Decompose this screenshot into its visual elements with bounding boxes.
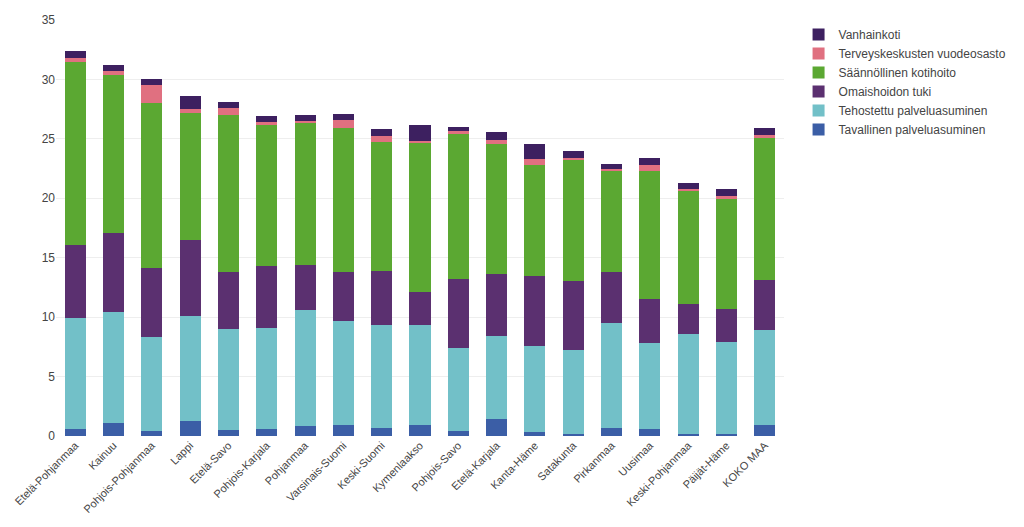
svg-text:Keski-Suomi: Keski-Suomi [335,439,387,491]
svg-text:35: 35 [42,13,56,27]
svg-text:15: 15 [42,251,56,265]
svg-text:Etelä-Karjala: Etelä-Karjala [449,439,503,493]
svg-text:Lappi: Lappi [168,439,196,467]
svg-text:Kymenlaakso: Kymenlaakso [370,439,425,494]
svg-text:Pohjois-Karjala: Pohjois-Karjala [211,439,272,500]
svg-text:0: 0 [48,429,55,443]
svg-text:Satakunta: Satakunta [535,439,579,483]
svg-text:Säännöllinen kotihoito: Säännöllinen kotihoito [839,66,957,80]
svg-text:Etelä-Pohjanmaa: Etelä-Pohjanmaa [12,439,81,508]
svg-text:Terveyskeskusten vuodeosasto: Terveyskeskusten vuodeosasto [839,47,1006,61]
svg-text:Pohjois-Savo: Pohjois-Savo [409,439,463,493]
svg-text:Uusimaa: Uusimaa [616,439,656,479]
svg-text:Tehostettu palveluasuminen: Tehostettu palveluasuminen [839,104,988,118]
svg-text:Kainuu: Kainuu [86,439,119,472]
svg-text:Pohjanmaa: Pohjanmaa [263,439,311,487]
svg-text:Vanhainkoti: Vanhainkoti [839,28,901,42]
svg-text:5: 5 [48,370,55,384]
svg-text:30: 30 [42,73,56,87]
svg-text:Pohjois-Pohjanmaa: Pohjois-Pohjanmaa [81,439,158,516]
svg-text:25: 25 [42,132,56,146]
svg-text:Etelä-Savo: Etelä-Savo [187,439,234,486]
svg-text:20: 20 [42,191,56,205]
svg-text:KOKO MAA: KOKO MAA [720,439,770,489]
svg-text:Tavallinen palveluasuminen: Tavallinen palveluasuminen [839,123,986,137]
svg-text:Kanta-Häme: Kanta-Häme [488,439,540,491]
svg-text:Pirkanmaa: Pirkanmaa [571,439,617,485]
svg-text:Päijät-Häme: Päijät-Häme [681,439,732,490]
svg-text:10: 10 [42,310,56,324]
svg-text:Varsinais-Suomi: Varsinais-Suomi [284,439,349,504]
svg-text:Omaishoidon tuki: Omaishoidon tuki [839,85,932,99]
svg-text:Keski-Pohjanmaa: Keski-Pohjanmaa [624,439,694,509]
